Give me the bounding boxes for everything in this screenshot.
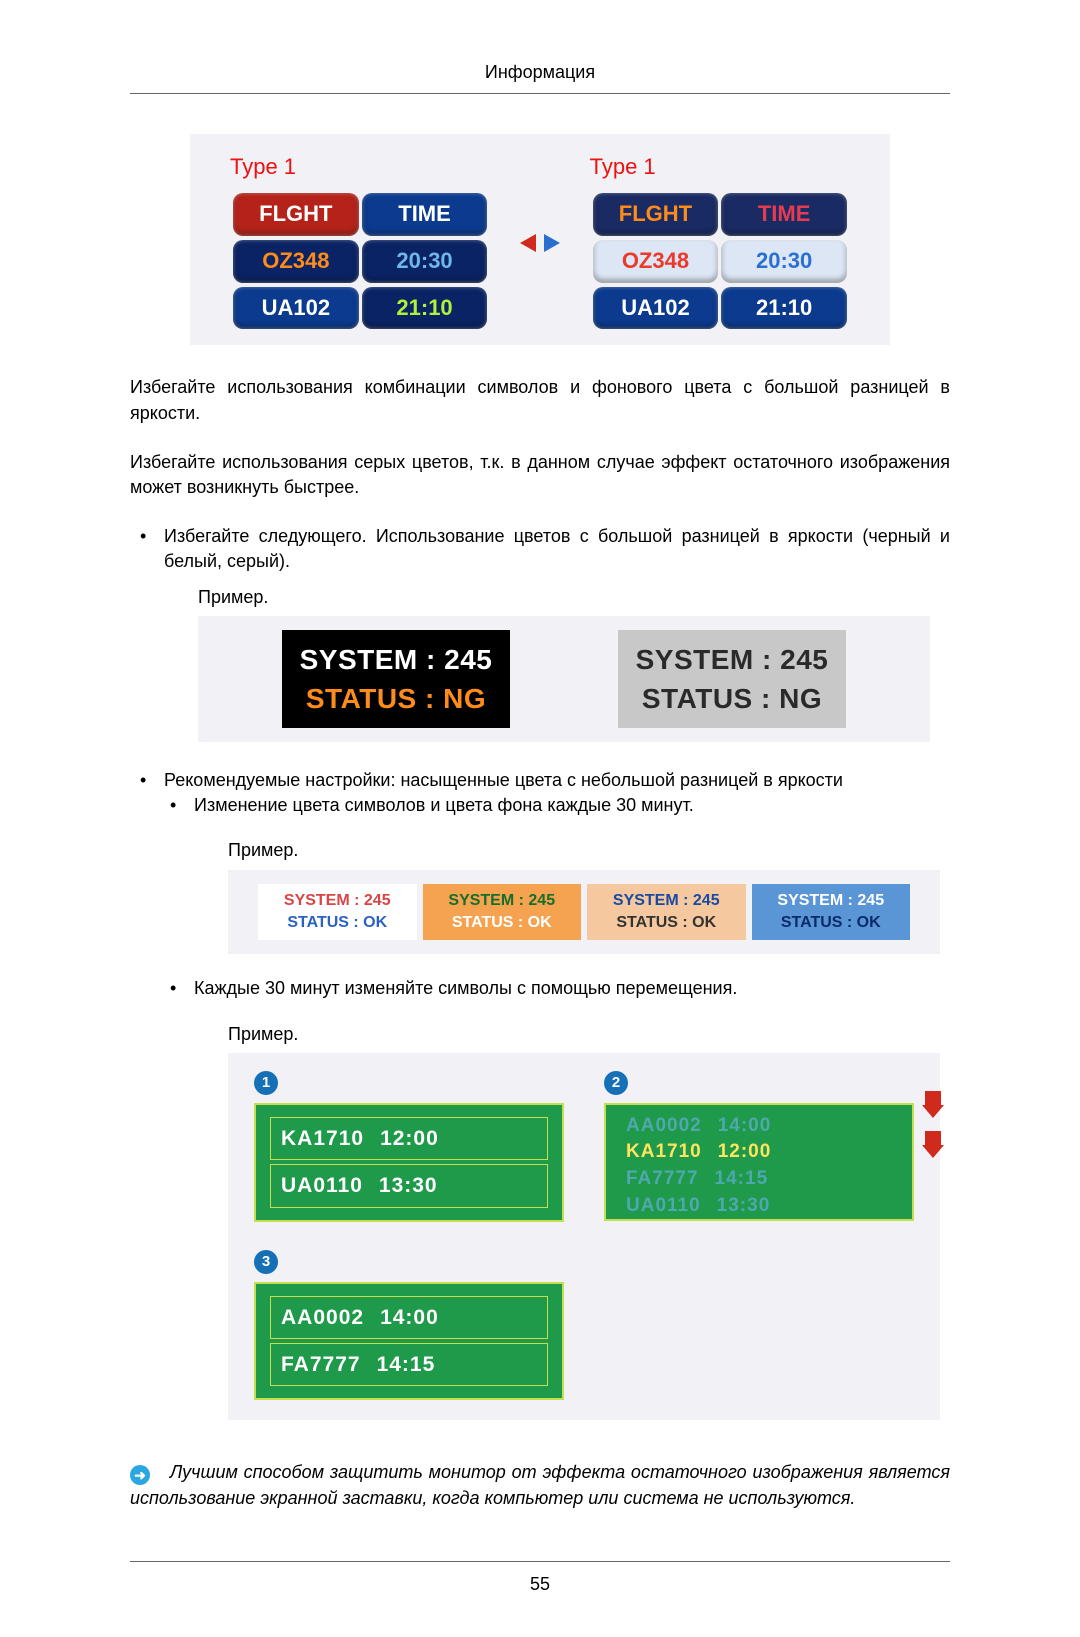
badge-2: 2 <box>604 1071 628 1095</box>
time-cell: TIME <box>721 193 847 236</box>
color-swatch: SYSTEM : 245STATUS : OK <box>423 884 582 941</box>
flight-row: AA000214:00 <box>620 1113 898 1140</box>
flight-row: UA011013:30 <box>270 1164 548 1207</box>
bullet-avoid-text: Избегайте следующего. Использование цвет… <box>164 526 950 571</box>
note-best-practice: ➜ Лучшим способом защитить монитор от эф… <box>130 1460 950 1510</box>
scroll-panel-2: 2 AA000214:00KA171012:00FA777714:15UA011… <box>604 1069 914 1222</box>
paragraph-2: Избегайте использования серых цветов, т.… <box>130 450 950 500</box>
badge-3: 3 <box>254 1250 278 1274</box>
scroll-panel-3: 3 AA000214:00FA777714:15 <box>254 1248 564 1401</box>
flight-type-right-title: Type 1 <box>590 152 850 183</box>
flight-type-left: Type 1 FLGHTTIMEOZ34820:30UA10221:10 <box>230 152 490 333</box>
color-swatch: SYSTEM : 245STATUS : OK <box>258 884 417 941</box>
page-footer: 55 <box>130 1561 950 1597</box>
note-arrow-icon: ➜ <box>130 1465 150 1485</box>
flight-cell: OZ348 <box>593 240 719 283</box>
time-cell: 21:10 <box>721 287 847 330</box>
compare-arrows-icon <box>518 232 562 254</box>
system-box-gray: SYSTEM : 245 STATUS : NG <box>618 630 847 728</box>
header-title: Информация <box>485 62 595 82</box>
system-line1: SYSTEM : 245 <box>300 640 493 679</box>
flight-cell: UA102 <box>593 287 719 330</box>
figure-scroll-panels: 1 KA171012:00UA011013:30 2 AA000214:00KA… <box>228 1053 940 1421</box>
flight-cell: OZ348 <box>233 240 359 283</box>
flight-row: FA777714:15 <box>270 1343 548 1386</box>
flight-type-left-title: Type 1 <box>230 152 490 183</box>
flight-cell: FLGHT <box>233 193 359 236</box>
time-cell: 20:30 <box>721 240 847 283</box>
flight-row: UA011013:30 <box>620 1193 898 1220</box>
time-cell: 20:30 <box>362 240 488 283</box>
example1-caption: Пример. <box>198 585 950 610</box>
example3-caption: Пример. <box>228 1022 950 1047</box>
bullet-recommended: Рекомендуемые настройки: насыщенные цвет… <box>130 768 950 1420</box>
figure-color-swatches: SYSTEM : 245STATUS : OKSYSTEM : 245STATU… <box>228 870 940 955</box>
color-swatch: SYSTEM : 245STATUS : OK <box>752 884 911 941</box>
page-header: Информация <box>130 60 950 94</box>
system-line2: STATUS : NG <box>300 679 493 718</box>
figure-system-status: SYSTEM : 245 STATUS : NG SYSTEM : 245 ST… <box>198 616 930 742</box>
flight-cell: FLGHT <box>593 193 719 236</box>
badge-1: 1 <box>254 1071 278 1095</box>
time-cell: TIME <box>362 193 488 236</box>
flight-cell: UA102 <box>233 287 359 330</box>
bullet-avoid: Избегайте следующего. Использование цвет… <box>130 524 950 742</box>
system-line1: SYSTEM : 245 <box>636 640 829 679</box>
color-swatch: SYSTEM : 245STATUS : OK <box>587 884 746 941</box>
time-cell: 21:10 <box>362 287 488 330</box>
bullet-move-symbols: Каждые 30 минут изменяйте символы с помо… <box>164 976 950 1001</box>
note-text: Лучшим способом защитить монитор от эффе… <box>130 1462 950 1507</box>
system-line2: STATUS : NG <box>636 679 829 718</box>
flight-row: KA171012:00 <box>620 1139 898 1166</box>
flight-row: AA000214:00 <box>270 1296 548 1339</box>
paragraph-1: Избегайте использования комбинации симво… <box>130 375 950 425</box>
flight-row: KA171012:00 <box>270 1117 548 1160</box>
scroll-panel-1: 1 KA171012:00UA011013:30 <box>254 1069 564 1222</box>
bullet-recommended-text: Рекомендуемые настройки: насыщенные цвет… <box>164 770 843 790</box>
bullet-color-rotation: Изменение цвета символов и цвета фона ка… <box>164 793 950 818</box>
bullet-move-symbols-text: Каждые 30 минут изменяйте символы с помо… <box>194 978 737 998</box>
flight-row: FA777714:15 <box>620 1166 898 1193</box>
flight-type-right: Type 1 FLGHTTIMEOZ34820:30UA10221:10 <box>590 152 850 333</box>
example2-caption: Пример. <box>228 838 950 863</box>
page-number: 55 <box>530 1574 550 1594</box>
scroll-down-arrows-icon <box>922 1089 944 1159</box>
figure-flight-types: Type 1 FLGHTTIMEOZ34820:30UA10221:10 Typ… <box>190 134 890 345</box>
system-box-dark: SYSTEM : 245 STATUS : NG <box>282 630 511 728</box>
bullet-color-rotation-text: Изменение цвета символов и цвета фона ка… <box>194 795 694 815</box>
